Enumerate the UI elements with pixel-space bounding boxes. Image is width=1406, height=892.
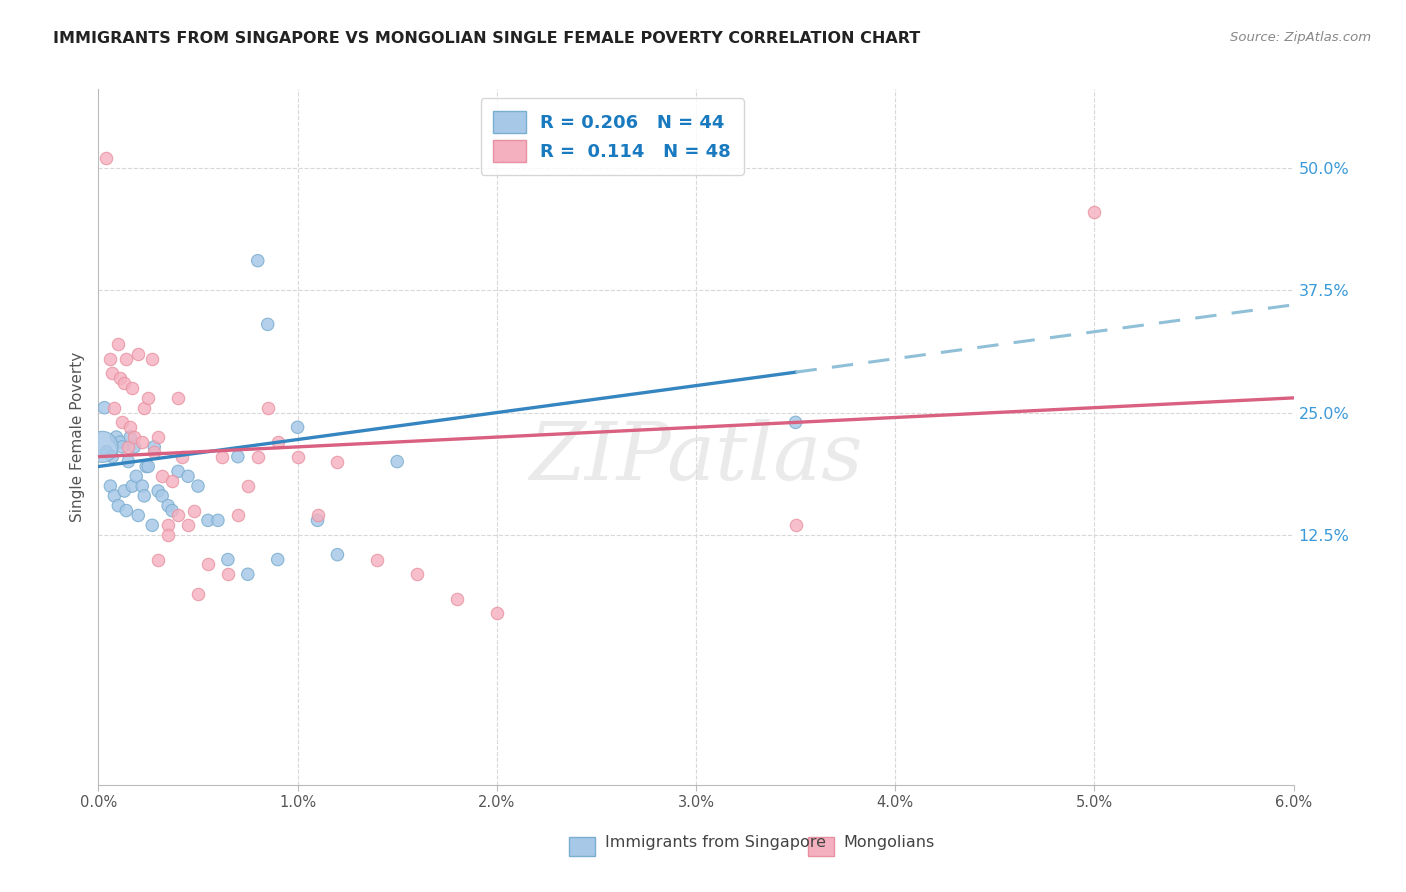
Point xyxy=(121,479,143,493)
Point xyxy=(120,430,142,444)
Point xyxy=(91,440,114,454)
Text: Mongolians: Mongolians xyxy=(844,836,935,850)
Point xyxy=(172,450,194,464)
Point xyxy=(148,483,170,498)
Point xyxy=(236,479,259,493)
Point xyxy=(287,450,309,464)
Point xyxy=(287,420,309,434)
Legend: R = 0.206   N = 44, R =  0.114   N = 48: R = 0.206 N = 44, R = 0.114 N = 48 xyxy=(481,98,744,175)
Point xyxy=(385,454,409,468)
Text: ZIPatlas: ZIPatlas xyxy=(529,419,863,497)
Point xyxy=(115,503,138,517)
Point xyxy=(141,351,163,366)
Point xyxy=(136,459,159,474)
Point xyxy=(366,552,388,566)
Point xyxy=(446,591,468,606)
Point xyxy=(256,401,278,415)
Point xyxy=(101,367,124,381)
Point xyxy=(131,434,153,449)
Point xyxy=(127,508,149,523)
Text: Source: ZipAtlas.com: Source: ZipAtlas.com xyxy=(1230,31,1371,45)
Point xyxy=(135,459,157,474)
Point xyxy=(107,337,129,351)
Point xyxy=(256,318,278,332)
Point xyxy=(96,444,118,458)
Point xyxy=(177,518,200,533)
Point xyxy=(131,479,153,493)
Point xyxy=(150,489,173,503)
Point xyxy=(112,483,135,498)
Point xyxy=(307,513,329,527)
Point xyxy=(143,444,166,458)
Point xyxy=(157,499,180,513)
Point xyxy=(157,518,180,533)
Point xyxy=(110,434,132,449)
Point xyxy=(120,420,142,434)
Y-axis label: Single Female Poverty: Single Female Poverty xyxy=(69,352,84,522)
Point xyxy=(197,513,219,527)
Point xyxy=(98,351,122,366)
Point xyxy=(134,489,156,503)
Point xyxy=(197,558,219,572)
Point xyxy=(236,567,259,582)
Point xyxy=(110,371,132,385)
Point xyxy=(111,440,134,454)
Point xyxy=(117,454,139,468)
Point xyxy=(115,351,138,366)
Point xyxy=(103,489,125,503)
Point xyxy=(1083,204,1105,219)
Point xyxy=(111,416,134,430)
Point xyxy=(485,607,508,621)
Point xyxy=(125,469,148,483)
Point xyxy=(148,430,170,444)
Point xyxy=(183,503,205,517)
Point xyxy=(785,518,807,533)
Point xyxy=(96,151,118,165)
Text: Immigrants from Singapore: Immigrants from Singapore xyxy=(605,836,825,850)
Point xyxy=(134,401,156,415)
Point xyxy=(187,479,209,493)
Point xyxy=(217,552,239,566)
Point xyxy=(187,587,209,601)
Point xyxy=(326,548,349,562)
Point xyxy=(326,454,349,468)
Point xyxy=(167,391,190,405)
Point xyxy=(267,434,290,449)
Point xyxy=(150,469,173,483)
Point xyxy=(157,528,180,542)
Point xyxy=(101,450,124,464)
Point xyxy=(211,450,233,464)
Point xyxy=(117,440,139,454)
Point xyxy=(160,474,183,488)
Point xyxy=(103,401,125,415)
Point xyxy=(98,479,122,493)
Point xyxy=(105,430,128,444)
Point xyxy=(143,440,166,454)
Point xyxy=(246,450,269,464)
Point xyxy=(121,381,143,395)
Point xyxy=(124,430,146,444)
Point xyxy=(307,508,329,523)
Point xyxy=(167,464,190,478)
Point xyxy=(136,391,159,405)
Point xyxy=(148,552,170,566)
Point xyxy=(107,499,129,513)
Point xyxy=(207,513,229,527)
Point xyxy=(267,552,290,566)
Point xyxy=(127,347,149,361)
Point xyxy=(226,508,249,523)
Text: IMMIGRANTS FROM SINGAPORE VS MONGOLIAN SINGLE FEMALE POVERTY CORRELATION CHART: IMMIGRANTS FROM SINGAPORE VS MONGOLIAN S… xyxy=(53,31,921,46)
Point xyxy=(177,469,200,483)
Point xyxy=(124,440,146,454)
Point xyxy=(246,253,269,268)
Point xyxy=(217,567,239,582)
Point xyxy=(406,567,429,582)
Point xyxy=(93,401,115,415)
Point xyxy=(141,518,163,533)
Point xyxy=(226,450,249,464)
Point xyxy=(112,376,135,391)
Point xyxy=(785,416,807,430)
Point xyxy=(167,508,190,523)
Point xyxy=(160,503,183,517)
